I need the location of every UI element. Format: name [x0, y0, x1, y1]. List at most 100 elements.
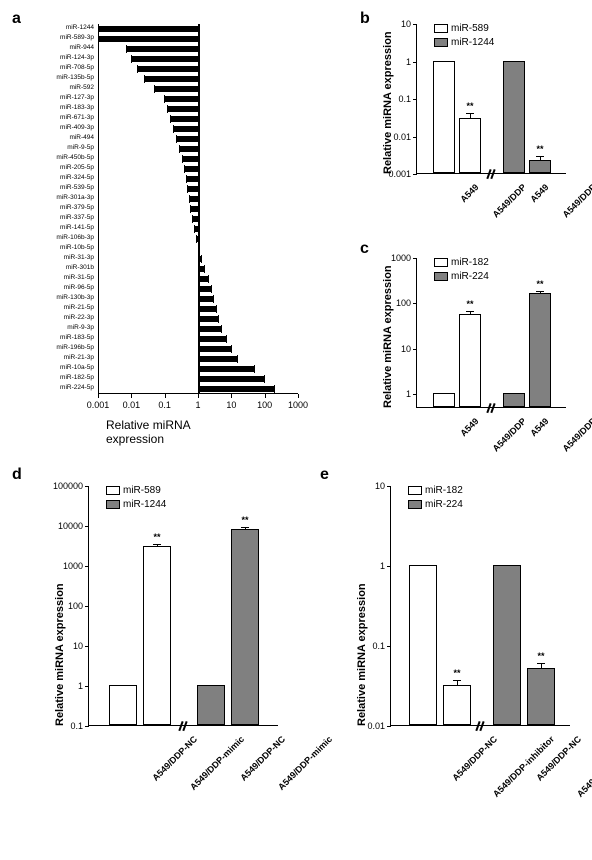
panel-a-bar	[198, 296, 214, 302]
panel-a-ylabel: miR-182-5p	[60, 375, 94, 382]
x-category-label: A549/DDP-NC	[150, 734, 199, 783]
panel-a-ylabel: miR-379-5p	[60, 205, 94, 212]
panel-a-bar	[198, 286, 211, 292]
panel-a-bar	[198, 376, 265, 382]
panel-a-ylabel: miR-301a-3p	[56, 195, 94, 202]
panel-a-ylabel: miR-224-5p	[60, 385, 94, 392]
legend-label: miR-589	[451, 23, 489, 34]
ytick-label: 10	[375, 481, 385, 491]
significance-marker: **	[453, 668, 460, 678]
panel-a-bar	[126, 46, 198, 52]
x-category-label: A549/DDP	[490, 416, 527, 453]
panel-a-ylabel: miR-539-5p	[60, 185, 94, 192]
panel-a-xtick-label: 0.01	[123, 400, 141, 410]
panel-a-xtick-label: 0.001	[87, 400, 110, 410]
bar	[433, 393, 455, 407]
legend-label: miR-224	[451, 271, 489, 282]
ytick-label: 0.1	[70, 721, 83, 731]
legend-label: miR-224	[425, 499, 463, 510]
panel-a-ylabel: miR-31-5p	[64, 275, 94, 282]
panel-a-ylabel: miR-10b-5p	[60, 245, 94, 252]
panel-a-bar	[188, 186, 198, 192]
ytick-label: 10	[73, 641, 83, 651]
significance-marker: **	[153, 532, 160, 542]
panel-a-xtick-label: 1	[195, 400, 200, 410]
bar	[197, 685, 225, 725]
panel-a-ylabel: miR-9-5p	[67, 145, 94, 152]
ytick-label: 1	[380, 561, 385, 571]
panel-a-bar	[155, 86, 198, 92]
panel-a-ylabel: miR-21-3p	[64, 355, 94, 362]
legend: miR-182miR-224	[408, 484, 463, 512]
legend-label: miR-182	[451, 257, 489, 268]
panel-a-ylabel: miR-183-3p	[60, 105, 94, 112]
x-category-label: A549	[458, 416, 480, 438]
ytick-label: 0.1	[372, 641, 385, 651]
x-category-label: A549	[528, 416, 550, 438]
panel-a-bar	[171, 116, 198, 122]
panel-a-bar	[176, 136, 198, 142]
panel-a-ylabel: miR-96-5p	[64, 285, 94, 292]
panel-a-bar	[193, 216, 198, 222]
panel-a-ylabel: miR-10a-5p	[60, 365, 94, 372]
ytick-label: 0.01	[367, 721, 385, 731]
bar	[443, 685, 471, 725]
panel-a-bar	[165, 96, 198, 102]
panel-a-bar	[183, 156, 198, 162]
x-category-label: A549/DDP	[560, 182, 592, 219]
legend: miR-589 miR-1244	[434, 22, 494, 50]
panel-a-bar	[198, 306, 216, 312]
legend-label: miR-1244	[123, 499, 166, 510]
panel-a-ylabel: miR-130b-3p	[56, 295, 94, 302]
legend-label: miR-589	[123, 485, 161, 496]
panel-label-c: c	[360, 240, 369, 258]
panel-label-b: b	[360, 10, 370, 28]
panel-a-xtick-label: 100	[257, 400, 272, 410]
panel-a-ylabel: miR-21-5p	[64, 305, 94, 312]
significance-marker: **	[536, 279, 543, 289]
axis-break	[485, 169, 497, 179]
legend: miR-182 miR-224	[434, 256, 489, 284]
bar	[109, 685, 137, 725]
panel-a-ylabel: miR-124-3p	[60, 55, 94, 62]
panel-a-ylabel: miR-671-3p	[60, 115, 94, 122]
legend-label: miR-1244	[451, 37, 494, 48]
panel-a-ylabel: miR-22-3p	[64, 315, 94, 322]
panel-a-ylabel: miR-592	[69, 85, 94, 92]
panel-a-bar	[185, 166, 198, 172]
panel-a-bar	[167, 106, 198, 112]
x-category-label: A549/DDP	[560, 416, 592, 453]
panel-a-x-title: Relative miRNA expression	[106, 418, 246, 446]
panel-a-bar	[186, 176, 198, 182]
panel-a-ylabel: miR-337-5p	[60, 215, 94, 222]
ytick-label: 1	[406, 389, 411, 399]
bar	[459, 118, 481, 173]
panel-a-ylabel: miR-589-3p	[60, 35, 94, 42]
bar	[143, 546, 171, 725]
panel-a-bar	[198, 326, 221, 332]
panel-a-ylabel: miR-205-5p	[60, 165, 94, 172]
ytick-label: 100	[68, 601, 83, 611]
panel-label-e: e	[320, 466, 329, 484]
ytick-label: 10	[401, 19, 411, 29]
bar	[529, 160, 551, 173]
ytick-label: 1	[406, 57, 411, 67]
panel-a-bar	[191, 206, 198, 212]
bar	[527, 668, 555, 725]
panel-a-ylabel: miR-31-3p	[64, 255, 94, 262]
bar	[503, 61, 525, 174]
y-axis-title: Relative miRNA expression	[382, 258, 394, 408]
panel-a-ylabel: miR-127-3p	[60, 95, 94, 102]
bar	[503, 393, 525, 407]
panel-a-xtick-label: 1000	[288, 400, 308, 410]
ytick-label: 0.01	[393, 132, 411, 142]
panel-a-ylabel: miR-409-3p	[60, 125, 94, 132]
legend: miR-589 miR-1244	[106, 484, 166, 512]
ytick-label: 0.1	[398, 94, 411, 104]
bar	[493, 565, 521, 725]
panel-a-bar	[198, 336, 226, 342]
panel-label-d: d	[12, 466, 22, 484]
panel-a-bar	[198, 356, 237, 362]
panel-a-ylabel: miR-135b-5p	[56, 75, 94, 82]
x-category-label: A549	[528, 182, 550, 204]
